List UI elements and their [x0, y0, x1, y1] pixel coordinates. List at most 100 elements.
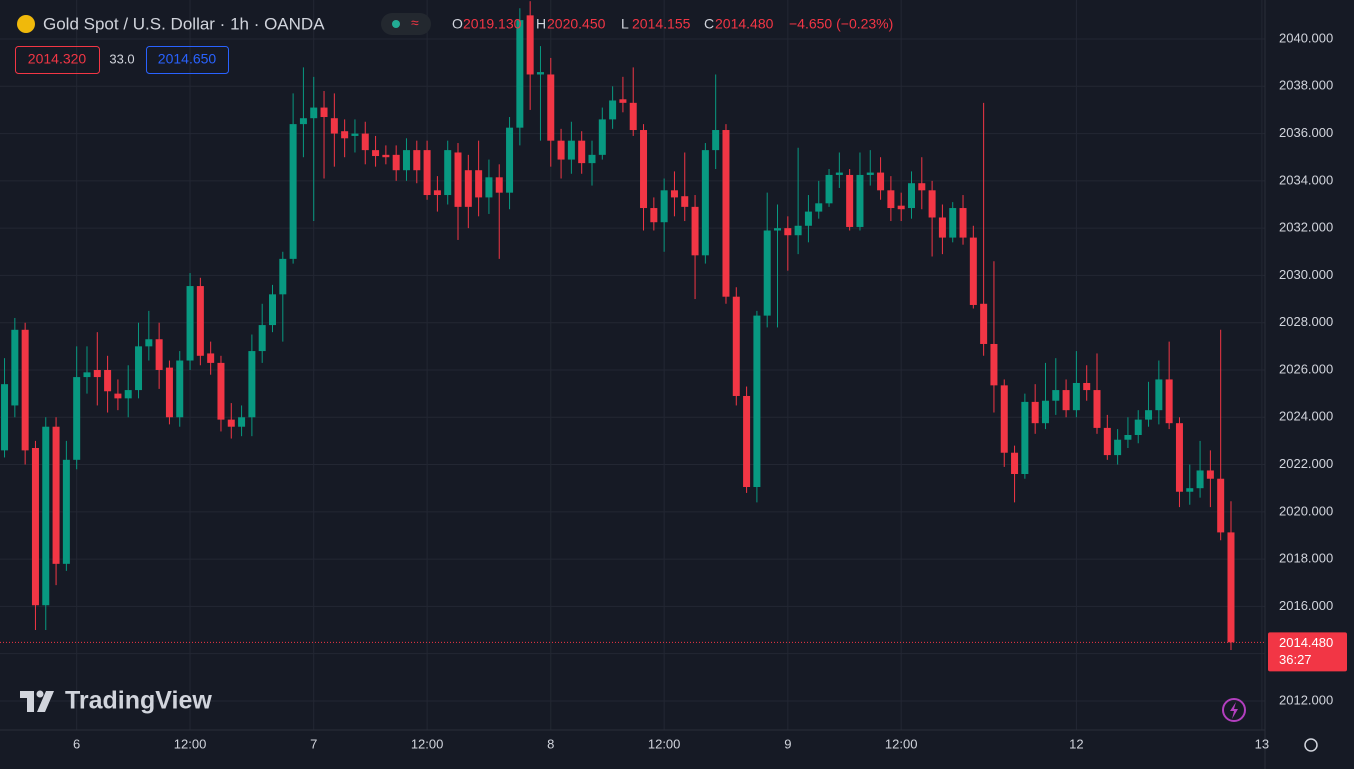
bid-price[interactable]: 2014.320: [28, 51, 87, 67]
candle-body: [444, 150, 452, 196]
candle-body: [279, 258, 287, 295]
candle-body: [52, 426, 60, 564]
y-tick-label: 2020.000: [1279, 503, 1333, 518]
candle-body: [670, 190, 678, 198]
candle-body: [547, 74, 555, 141]
candle-body: [835, 172, 843, 175]
y-tick-label: 2040.000: [1279, 30, 1333, 45]
y-tick-label: 2038.000: [1279, 78, 1333, 93]
settings-icon[interactable]: [1304, 738, 1318, 752]
candle-body: [31, 447, 39, 606]
candle-body: [1206, 470, 1214, 479]
sell-box[interactable]: [15, 46, 100, 74]
candle-body: [165, 367, 173, 418]
status-pill[interactable]: [381, 13, 431, 35]
candle-body: [299, 118, 307, 125]
candle-body: [145, 339, 153, 347]
candle-body: [897, 205, 905, 210]
candle-body: [413, 150, 421, 171]
candle-body: [186, 286, 194, 361]
ask-price[interactable]: 2014.650: [158, 51, 217, 67]
last-price-label: 2014.480: [1279, 635, 1333, 650]
candle-body: [124, 390, 132, 399]
candle-body: [361, 133, 369, 151]
candle-body: [856, 174, 864, 227]
x-tick-label: 7: [310, 736, 317, 751]
candle-body: [516, 20, 524, 128]
alert-icon[interactable]: [1222, 698, 1246, 722]
ohlc-key: O: [452, 16, 463, 32]
candle-body: [557, 140, 565, 160]
last-price-box: [1268, 632, 1347, 672]
x-tick-label: 12:00: [885, 736, 918, 751]
candle-body: [238, 417, 246, 427]
candle-body: [135, 346, 143, 391]
ohlc-value: 2019.130: [463, 16, 522, 32]
candle-body: [1072, 382, 1080, 411]
candle-body: [1227, 532, 1235, 643]
candle-body: [743, 395, 751, 488]
candle-body: [588, 154, 596, 164]
candle-body: [475, 170, 483, 198]
y-tick-label: 2028.000: [1279, 314, 1333, 329]
symbol-title: Gold Spot / U.S. Dollar · 1h · OANDA: [43, 14, 325, 33]
candle-body: [73, 377, 81, 460]
candle-body: [1165, 379, 1173, 424]
logo-dot: [36, 690, 44, 698]
candle-body: [155, 339, 163, 370]
y-tick-label: 2016.000: [1279, 598, 1333, 613]
candle-body: [650, 208, 658, 223]
candle-body: [1134, 419, 1142, 435]
candle-body: [794, 225, 802, 236]
candle-body: [732, 296, 740, 396]
candle-body: [990, 343, 998, 386]
candle-body: [526, 15, 534, 75]
candle-body: [93, 369, 101, 378]
ohlc-value: 2020.450: [547, 16, 606, 32]
y-tick-label: 2026.000: [1279, 361, 1333, 376]
ohlc-key: C: [704, 16, 714, 32]
candle-body: [938, 217, 946, 238]
market-open-dot: [392, 20, 400, 28]
y-tick-label: 2034.000: [1279, 172, 1333, 187]
y-tick-label: 2012.000: [1279, 692, 1333, 707]
candle-body: [268, 294, 276, 326]
candle-body: [11, 329, 19, 406]
candle-body: [1011, 452, 1019, 475]
buy-box[interactable]: [146, 46, 229, 74]
candle-body: [1031, 401, 1039, 424]
candle-body: [609, 100, 617, 120]
candle-body: [382, 154, 390, 158]
candle-body: [248, 351, 256, 418]
candle-body: [1217, 478, 1225, 533]
y-tick-label: 2024.000: [1279, 409, 1333, 424]
candle-body: [598, 119, 606, 155]
candle-body: [1083, 382, 1091, 391]
candle-body: [712, 130, 720, 151]
y-tick-label: 2030.000: [1279, 267, 1333, 282]
spread: 33.0: [109, 51, 134, 66]
candle-body: [289, 124, 297, 259]
candle-body: [351, 133, 359, 136]
candle-body: [701, 150, 709, 256]
candle-body: [1155, 379, 1163, 411]
candles: [1, 1, 1235, 651]
status-icon: ≈: [411, 15, 419, 31]
candle-body: [784, 228, 792, 236]
logo-mark: [20, 691, 54, 712]
candle-body: [567, 140, 575, 160]
candle-body: [217, 362, 225, 420]
price-axis: 2012.0002014.0002016.0002018.0002020.000…: [1279, 30, 1333, 707]
candle-body: [495, 177, 503, 193]
candle-body: [196, 286, 204, 356]
candle-body: [21, 329, 29, 451]
y-tick-label: 2022.000: [1279, 456, 1333, 471]
candle-body: [949, 208, 957, 238]
candle-body: [114, 393, 122, 399]
candle-body: [691, 206, 699, 256]
y-tick-label: 2032.000: [1279, 220, 1333, 235]
candle-body: [877, 172, 885, 191]
x-tick-label: 8: [547, 736, 554, 751]
countdown: 36:27: [1279, 652, 1312, 667]
